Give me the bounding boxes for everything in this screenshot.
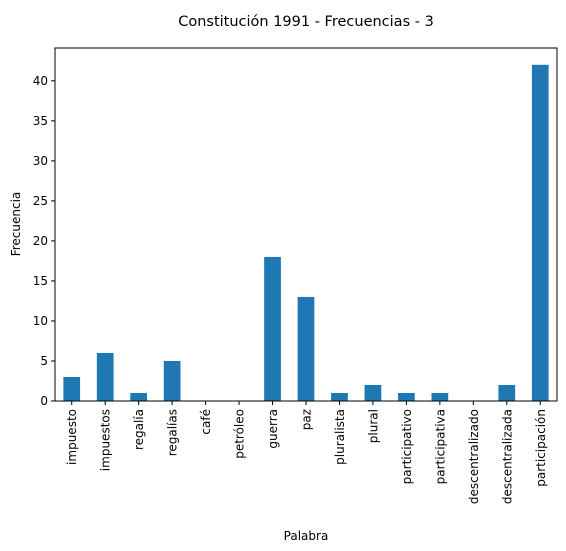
x-ticks: impuesto impuestos regalía regalías café petr…: [65, 401, 548, 504]
x-axis-label: Palabra: [284, 529, 329, 543]
bar-2: [130, 393, 148, 401]
x-tick-label: regalía: [132, 409, 146, 450]
x-tick-label: guerra: [266, 409, 280, 449]
x-tick-label: participación: [534, 409, 548, 487]
x-tick-label: descentralizada: [500, 409, 514, 504]
bar-7: [297, 296, 315, 401]
y-tick-label: 10: [33, 314, 48, 328]
bar-10: [398, 393, 415, 401]
x-tick-label: paz: [300, 409, 314, 430]
x-tick-label: regalías: [166, 409, 180, 456]
bar-13: [498, 384, 516, 401]
bars-group: [63, 64, 549, 401]
x-tick-label: impuestos: [99, 409, 113, 471]
y-tick-label: 20: [33, 234, 48, 248]
bar-11: [431, 393, 449, 401]
y-ticks: 0 5 10 15 20 25 30 35 40: [33, 74, 55, 408]
x-tick-label: impuesto: [65, 409, 79, 465]
y-tick-label: 5: [40, 354, 48, 368]
bar-1: [96, 352, 114, 401]
x-tick-label: participativa: [433, 409, 447, 484]
x-tick-label: plural: [366, 409, 380, 443]
y-tick-label: 30: [33, 154, 48, 168]
y-tick-label: 25: [33, 194, 48, 208]
y-tick-label: 35: [33, 114, 48, 128]
x-tick-label: café: [199, 409, 213, 435]
x-tick-label: pluralista: [333, 409, 347, 465]
bar-9: [364, 384, 382, 401]
y-axis-label: Frecuencia: [9, 192, 23, 257]
bar-14: [531, 64, 549, 401]
bar-8: [331, 393, 348, 401]
plot-frame: [54, 47, 558, 402]
chart-title: Constitución 1991 - Frecuencias - 3: [178, 14, 434, 30]
bar-3: [163, 360, 181, 401]
x-tick-label: petróleo: [233, 409, 247, 459]
y-tick-label: 0: [40, 394, 48, 408]
y-tick-label: 15: [33, 274, 48, 288]
x-tick-label: participativo: [400, 409, 414, 484]
y-tick-label: 40: [33, 74, 48, 88]
bar-6: [264, 256, 281, 401]
x-tick-label: descentralizado: [467, 409, 481, 504]
bar-0: [63, 376, 81, 401]
